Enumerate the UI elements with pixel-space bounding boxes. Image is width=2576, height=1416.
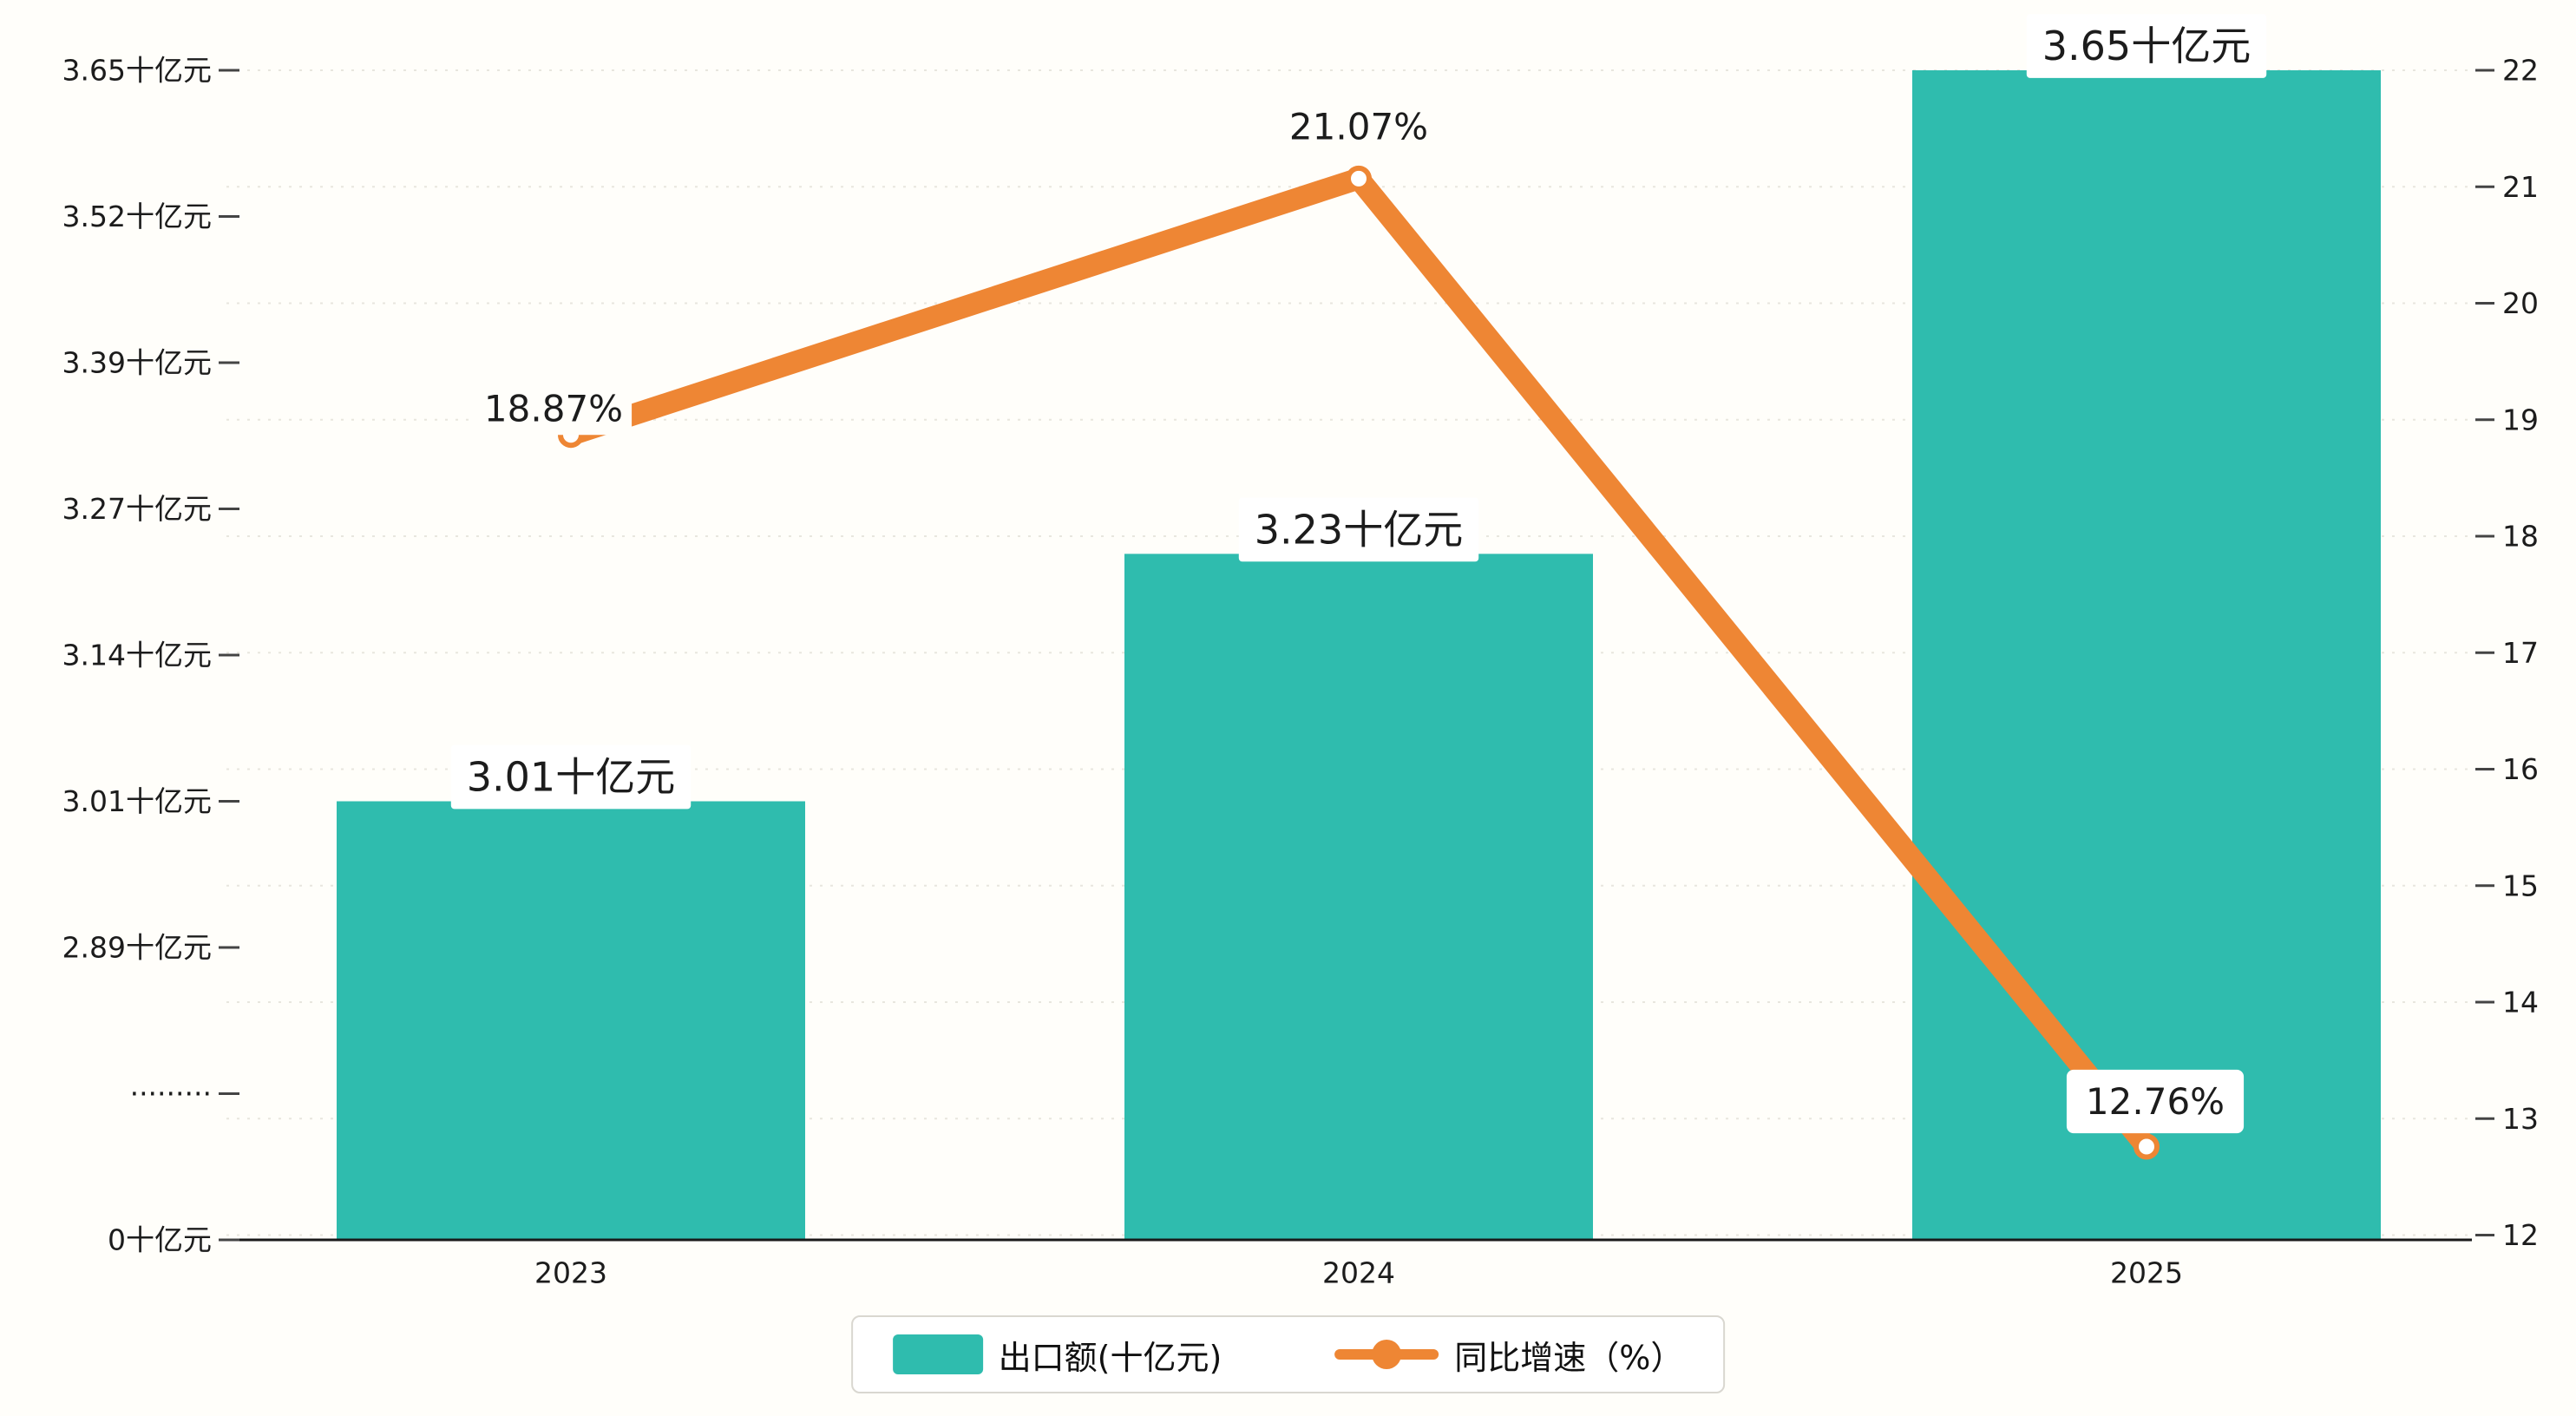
right-axis-tick-label: 22 bbox=[2502, 54, 2539, 88]
bar-2023 bbox=[337, 801, 805, 1240]
right-axis-tick-label: 17 bbox=[2502, 636, 2539, 670]
line-series-swatch bbox=[1334, 1340, 1439, 1369]
bar-data-label: 3.65十亿元 bbox=[2042, 23, 2251, 69]
line-series-dot-icon bbox=[1372, 1340, 1402, 1369]
bar-2024 bbox=[1124, 554, 1593, 1240]
left-axis-tick-label: 3.14十亿元 bbox=[62, 639, 212, 672]
right-axis-tick-label: 20 bbox=[2502, 286, 2539, 320]
left-axis-tick-label: 3.27十亿元 bbox=[62, 492, 212, 526]
left-axis-tick-label: 0十亿元 bbox=[108, 1223, 212, 1257]
legend-label-export: 出口额(十亿元) bbox=[998, 1338, 1222, 1377]
growth-line-marker bbox=[2134, 1133, 2160, 1160]
line-data-label: 18.87% bbox=[484, 388, 623, 430]
left-axis-tick-label: 3.52十亿元 bbox=[62, 200, 212, 233]
legend-item-growth[interactable]: 同比增速（%） bbox=[1334, 1331, 1683, 1379]
right-axis-tick-label: 19 bbox=[2502, 403, 2539, 436]
bar-data-label-bg bbox=[450, 744, 692, 810]
left-axis-tick-label: 3.39十亿元 bbox=[62, 346, 212, 380]
line-data-label-bg bbox=[475, 383, 633, 436]
left-axis-tick-label: 3.01十亿元 bbox=[62, 784, 212, 818]
bar-series-swatch bbox=[892, 1334, 983, 1374]
left-axis-tick-label: 3.65十亿元 bbox=[62, 54, 212, 88]
x-tick-label-2023: 2023 bbox=[534, 1256, 607, 1290]
line-data-label: 21.07% bbox=[1289, 105, 1428, 148]
bar-data-label-bg bbox=[1238, 497, 1479, 562]
line-data-label-bg bbox=[1280, 100, 1438, 153]
legend-item-export[interactable]: 出口额(十亿元) bbox=[892, 1331, 1222, 1379]
bar-data-label-bg bbox=[2026, 14, 2267, 78]
x-tick-label-2025: 2025 bbox=[2110, 1256, 2183, 1290]
legend: 出口额(十亿元) 同比增速（%） bbox=[850, 1315, 1726, 1393]
growth-line-marker bbox=[1346, 165, 1372, 192]
bar-2025 bbox=[1912, 70, 2381, 1240]
left-axis-tick-label: 2.89十亿元 bbox=[62, 931, 212, 965]
right-axis-tick-label: 14 bbox=[2502, 986, 2539, 1019]
right-axis-tick-label: 15 bbox=[2502, 869, 2539, 902]
legend-label-growth: 同比增速（%） bbox=[1454, 1338, 1684, 1377]
line-data-label: 12.76% bbox=[2086, 1080, 2225, 1123]
x-tick-label-2024: 2024 bbox=[1322, 1256, 1395, 1290]
right-axis-tick-label: 16 bbox=[2502, 752, 2539, 786]
bar-data-label: 3.23十亿元 bbox=[1255, 506, 1463, 553]
right-axis-tick-label: 21 bbox=[2502, 170, 2539, 204]
right-axis-tick-label: 13 bbox=[2502, 1102, 2539, 1136]
line-data-label-bg bbox=[2066, 1069, 2245, 1134]
bar-data-label: 3.01十亿元 bbox=[467, 754, 675, 801]
left-axis-tick-label: ········· bbox=[130, 1077, 212, 1111]
right-axis-tick-label: 18 bbox=[2502, 520, 2539, 554]
right-axis-tick-label: 12 bbox=[2502, 1218, 2539, 1252]
